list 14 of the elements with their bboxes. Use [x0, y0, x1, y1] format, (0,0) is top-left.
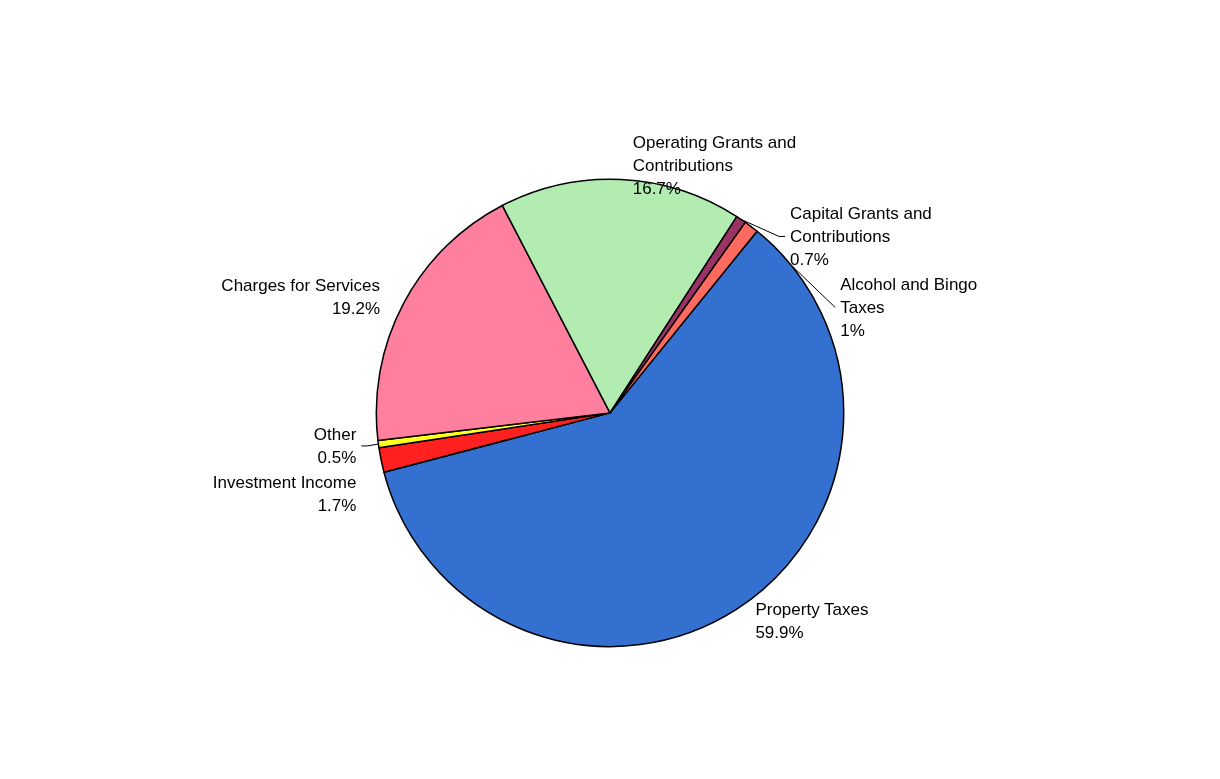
slice-label: Other — [313, 424, 357, 444]
data-label: 19.2% — [331, 298, 381, 318]
data-label: 0.7% — [790, 249, 829, 269]
slice-label: Charges for Services — [221, 275, 381, 295]
slice-label: Alcohol and Bingo Taxes — [840, 274, 982, 317]
data-label: 16.7% — [632, 178, 681, 198]
data-label: 59.9% — [755, 622, 804, 642]
data-label: 1.7% — [317, 495, 357, 515]
slice-label: Capital Grants and Contributions — [790, 203, 937, 246]
slice-label: Property Taxes — [755, 599, 869, 619]
slice-label: Operating Grants and Contributions — [632, 132, 801, 175]
slice-label: Investment Income — [212, 472, 357, 492]
data-label: 1% — [840, 320, 865, 340]
data-label: 0.5% — [317, 447, 357, 467]
